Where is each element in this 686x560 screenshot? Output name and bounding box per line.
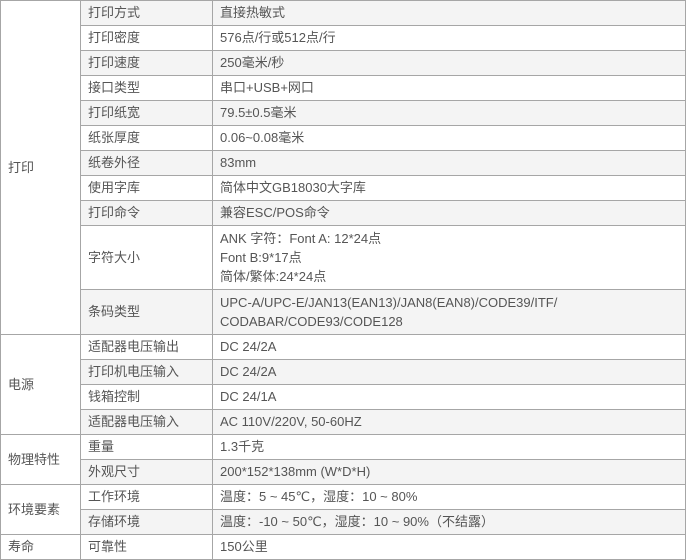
spec-value-cell: UPC-A/UPC-E/JAN13(EAN13)/JAN8(EAN8)/CODE… (212, 289, 686, 335)
spec-label-cell: 打印纸宽 (80, 100, 213, 126)
table-row: 物理特性 重量 1.3千克 (0, 434, 686, 485)
spec-label-cell: 外观尺寸 (80, 459, 213, 485)
spec-value-cell: 83mm (212, 150, 686, 176)
category-cell: 打印 (0, 0, 81, 335)
spec-value-cell: 150公里 (212, 534, 686, 560)
table-row: 打印速度 250毫米/秒 (1, 50, 686, 76)
spec-value-cell: 温度：-10 ~ 50℃，湿度：10 ~ 90%（不结露） (212, 509, 686, 535)
spec-label-cell: 适配器电压输出 (80, 334, 213, 360)
spec-label-cell: 纸卷外径 (80, 150, 213, 176)
table-row: 电源 适配器电压输出 DC 24/2A (0, 334, 686, 435)
spec-value-cell: 兼容ESC/POS命令 (212, 200, 686, 226)
spec-label-cell: 纸张厚度 (80, 125, 213, 151)
spec-label-cell: 打印速度 (80, 50, 213, 76)
spec-label-cell: 存储环境 (80, 509, 213, 535)
table-row: 环境要素 工作环境 温度：5 ~ 45℃，湿度：10 ~ 80% (0, 484, 686, 535)
spec-label-cell: 适配器电压输入 (80, 409, 213, 435)
spec-label-cell: 可靠性 (80, 534, 213, 560)
spec-label-cell: 使用字库 (80, 175, 213, 201)
spec-value-cell: AC 110V/220V, 50-60HZ (212, 409, 686, 435)
table-row: 接口类型 串口+USB+网口 (1, 75, 686, 101)
table-row: 打印 打印方式 直接热敏式 (0, 0, 686, 335)
spec-label-cell: 打印命令 (80, 200, 213, 226)
category-cell: 环境要素 (0, 484, 81, 535)
category-cell: 物理特性 (0, 434, 81, 485)
table-row: 打印机电压输入 DC 24/2A (1, 359, 686, 385)
spec-value-cell: 0.06~0.08毫米 (212, 125, 686, 151)
table-row: 外观尺寸 200*152*138mm (W*D*H) (1, 459, 686, 485)
spec-label-cell: 打印方式 (80, 0, 213, 26)
spec-value-cell: 250毫米/秒 (212, 50, 686, 76)
spec-value-cell: 576点/行或512点/行 (212, 25, 686, 51)
table-row: 打印命令 兼容ESC/POS命令 (1, 200, 686, 226)
table-row: 字符大小 ANK 字符：Font A: 12*24点 Font B:9*17点简体/… (1, 225, 686, 290)
spec-value-cell: DC 24/1A (212, 384, 686, 410)
table-row: 条码类型 UPC-A/UPC-E/JAN13(EAN13)/JAN8(EAN8)/… (1, 289, 686, 335)
spec-value-cell: 200*152*138mm (W*D*H) (212, 459, 686, 485)
spec-value-cell: DC 24/2A (212, 334, 686, 360)
spec-value-cell: 串口+USB+网口 (212, 75, 686, 101)
table-row: 存储环境 温度：-10 ~ 50℃，湿度：10 ~ 90%（不结露） (1, 509, 686, 535)
spec-value-line: 简体/繁体:24*24点 (220, 269, 327, 284)
table-row: 纸张厚度 0.06~0.08毫米 (1, 125, 686, 151)
table-row: 寿命 可靠性 150公里 (0, 534, 686, 560)
spec-value-line: CODABAR/CODE93/CODE128 (220, 314, 403, 329)
spec-label-cell: 钱箱控制 (80, 384, 213, 410)
table-row: 纸卷外径 83mm (1, 150, 686, 176)
spec-value-cell: DC 24/2A (212, 359, 686, 385)
spec-value-line: ANK 字符：Font A: 12*24点 (220, 231, 382, 246)
table-row: 使用字库 简体中文GB18030大字库 (1, 175, 686, 201)
spec-value-cell: 直接热敏式 (212, 0, 686, 26)
table-row: 适配器电压输入 AC 110V/220V, 50-60HZ (1, 409, 686, 435)
spec-label-cell: 字符大小 (80, 225, 213, 290)
spec-value-cell: ANK 字符：Font A: 12*24点 Font B:9*17点简体/繁体:2… (212, 225, 686, 290)
table-row: 打印密度 576点/行或512点/行 (1, 25, 686, 51)
spec-label-cell: 条码类型 (80, 289, 213, 335)
spec-value-cell: 简体中文GB18030大字库 (212, 175, 686, 201)
spec-value-line: UPC-A/UPC-E/JAN13(EAN13)/JAN8(EAN8)/CODE… (220, 295, 558, 310)
spec-value-cell: 79.5±0.5毫米 (212, 100, 686, 126)
spec-value-cell: 1.3千克 (212, 434, 686, 460)
category-cell: 电源 (0, 334, 81, 435)
table-row: 钱箱控制 DC 24/1A (1, 384, 686, 410)
table-row: 打印纸宽 79.5±0.5毫米 (1, 100, 686, 126)
spec-label-cell: 接口类型 (80, 75, 213, 101)
spec-value-cell: 温度：5 ~ 45℃，湿度：10 ~ 80% (212, 484, 686, 510)
spec-label-cell: 重量 (80, 434, 213, 460)
spec-value-line: Font B:9*17点 (220, 250, 302, 265)
spec-label-cell: 工作环境 (80, 484, 213, 510)
category-cell: 寿命 (0, 534, 81, 560)
spec-label-cell: 打印密度 (80, 25, 213, 51)
spec-label-cell: 打印机电压输入 (80, 359, 213, 385)
